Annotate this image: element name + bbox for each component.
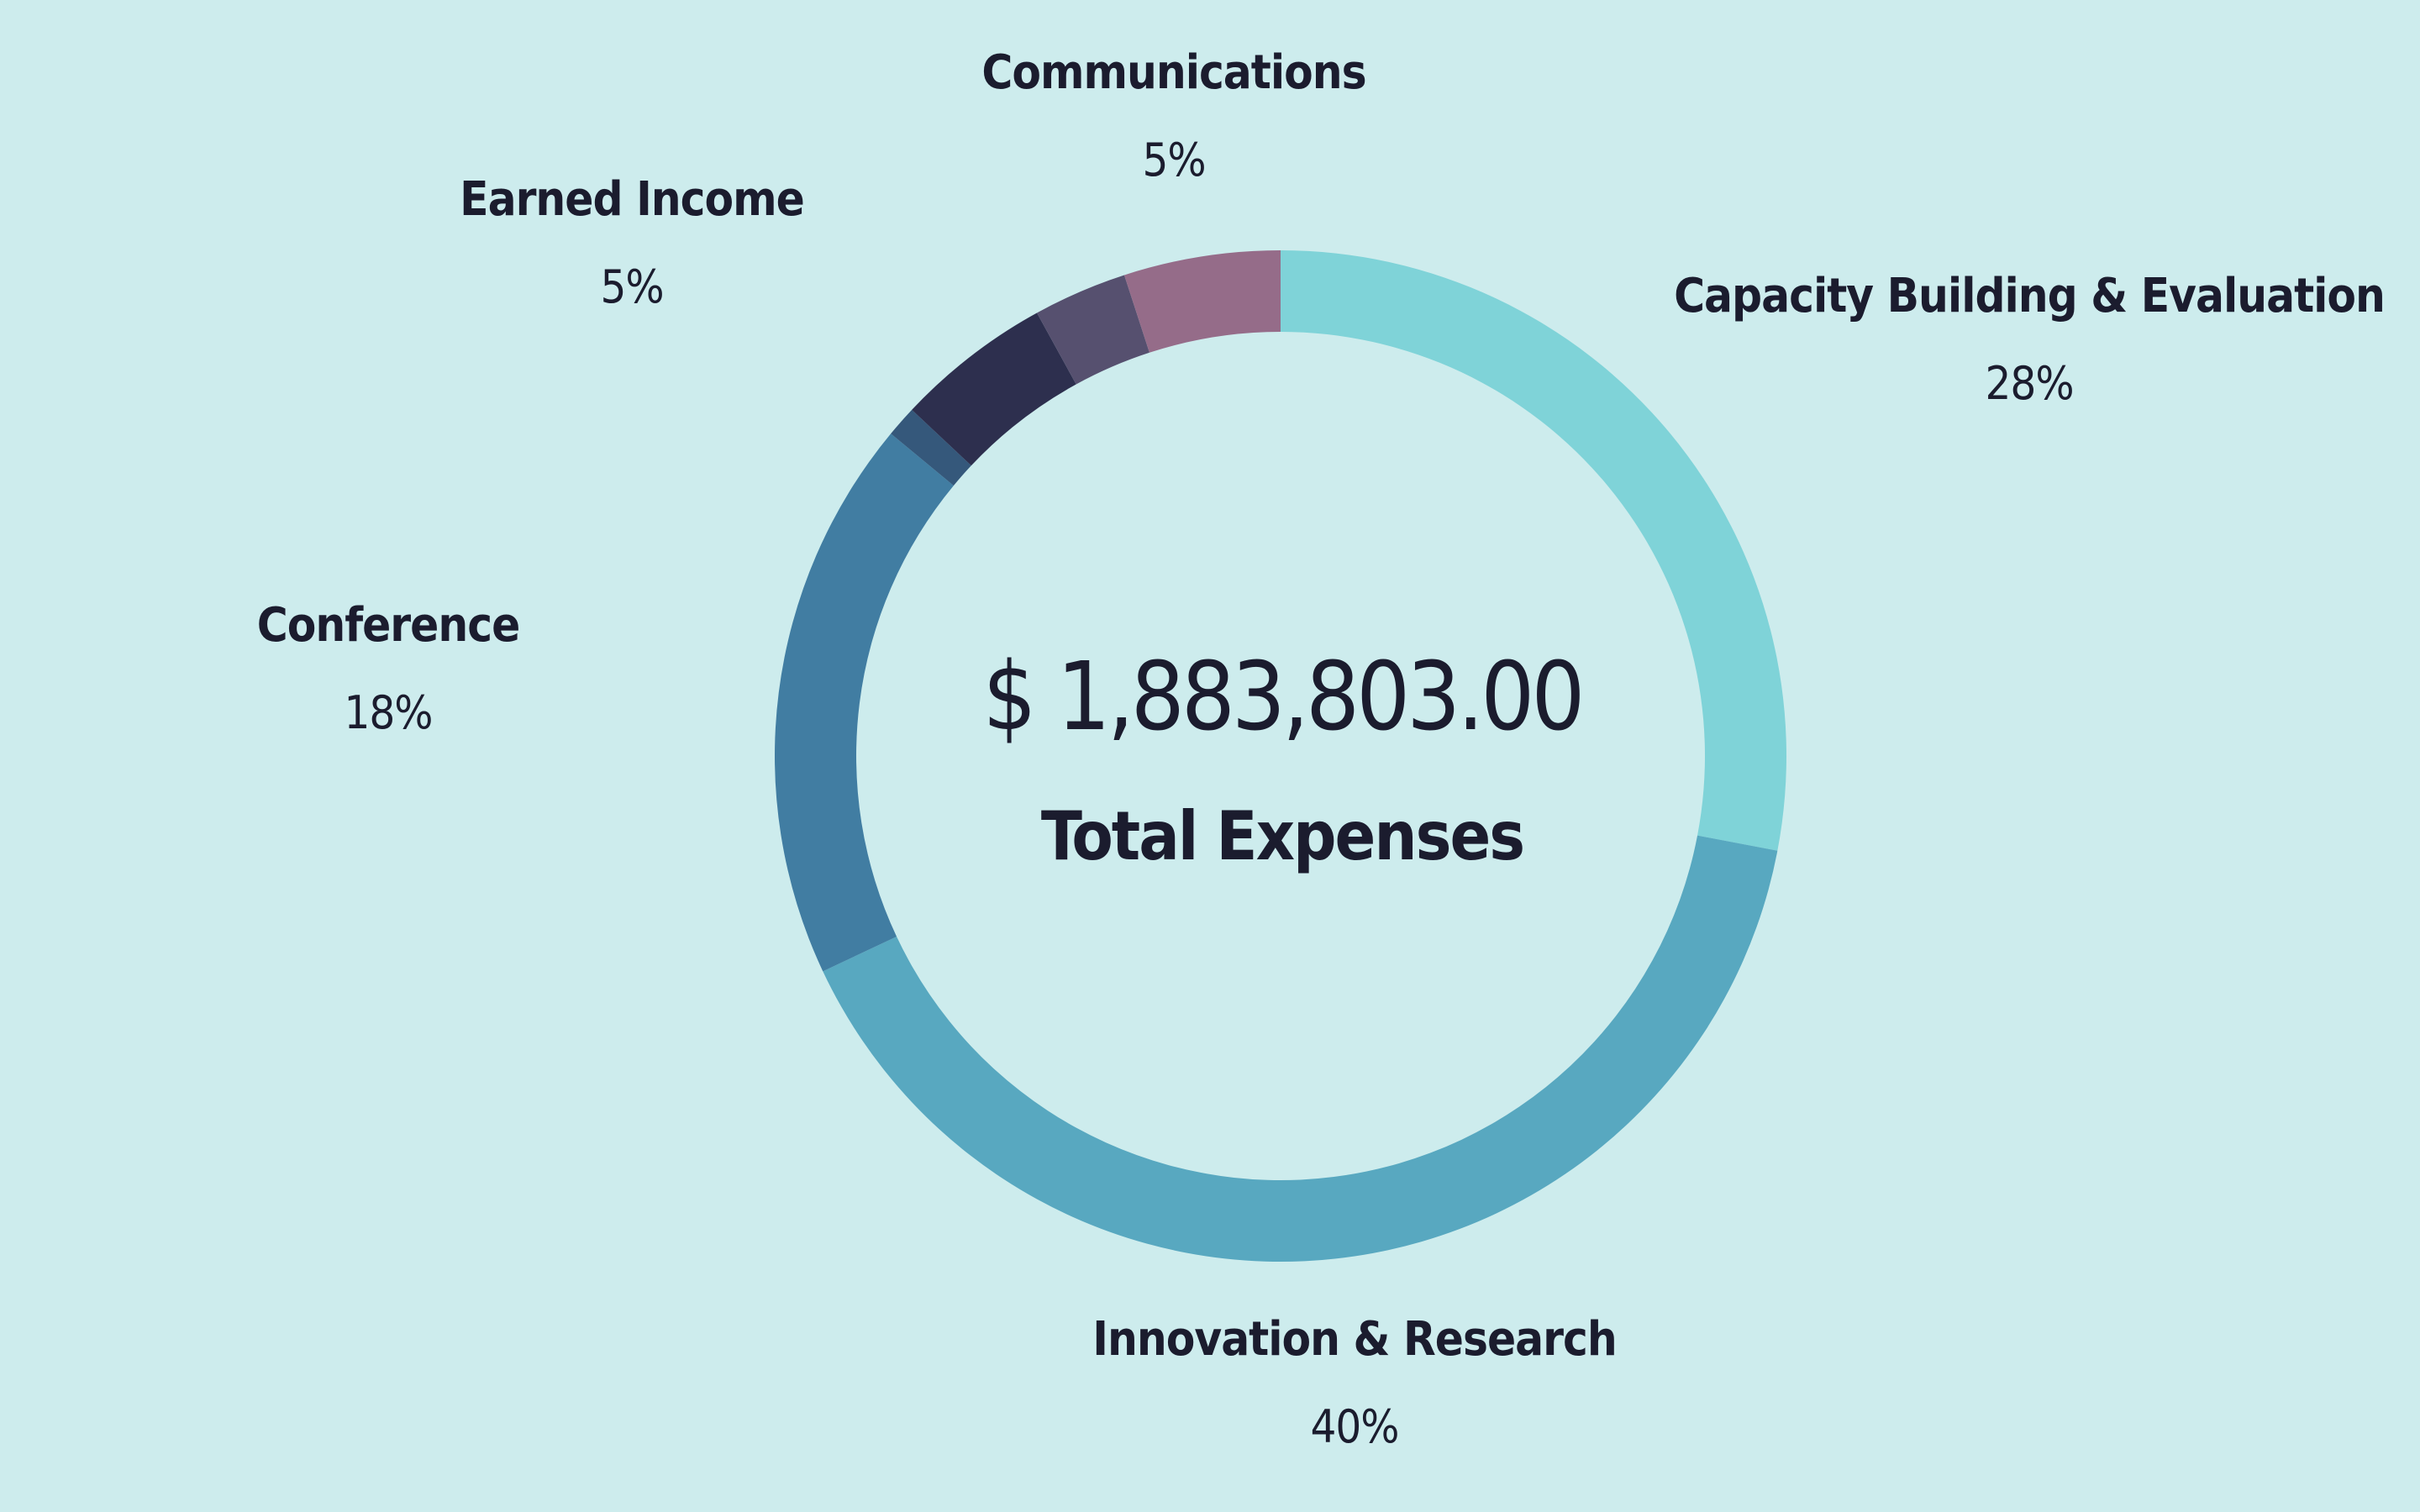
slice-label-conference: Conference 18%: [257, 596, 520, 743]
total-expenses-value: $ 1,883,803.00: [982, 643, 1586, 752]
slice-name: Earned Income: [460, 172, 805, 227]
slice-label-communications: Communications 5%: [981, 44, 1366, 190]
donut-slice-unlabeled-3: [891, 409, 971, 486]
slice-name: Capacity Building & Evaluation: [1674, 269, 2386, 323]
donut-slice-innovation-research: [823, 835, 1778, 1262]
slice-name: Innovation & Research: [1092, 1312, 1617, 1367]
slice-percent: 40%: [1310, 1400, 1400, 1453]
slice-percent: 18%: [344, 686, 434, 739]
slice-percent: 5%: [1142, 134, 1206, 186]
slice-name: Communications: [981, 45, 1366, 100]
total-expenses-caption: Total Expenses: [1040, 797, 1525, 875]
donut-slice-earned-income: [912, 312, 1076, 466]
slice-label-innovation-research: Innovation & Research 40%: [1092, 1310, 1617, 1457]
donut-slice-communications: [1123, 250, 1281, 353]
slice-label-capacity-building: Capacity Building & Evaluation 28%: [1674, 267, 2386, 413]
donut-slice-unlabeled-5: [1036, 275, 1150, 385]
slice-label-earned-income: Earned Income 5%: [460, 171, 805, 317]
slice-percent: 28%: [1985, 357, 2075, 410]
donut-slice-capacity-building-evaluation: [1281, 250, 1786, 851]
donut-slice-conference: [774, 433, 954, 972]
slice-name: Conference: [256, 598, 520, 653]
slice-percent: 5%: [600, 260, 664, 313]
